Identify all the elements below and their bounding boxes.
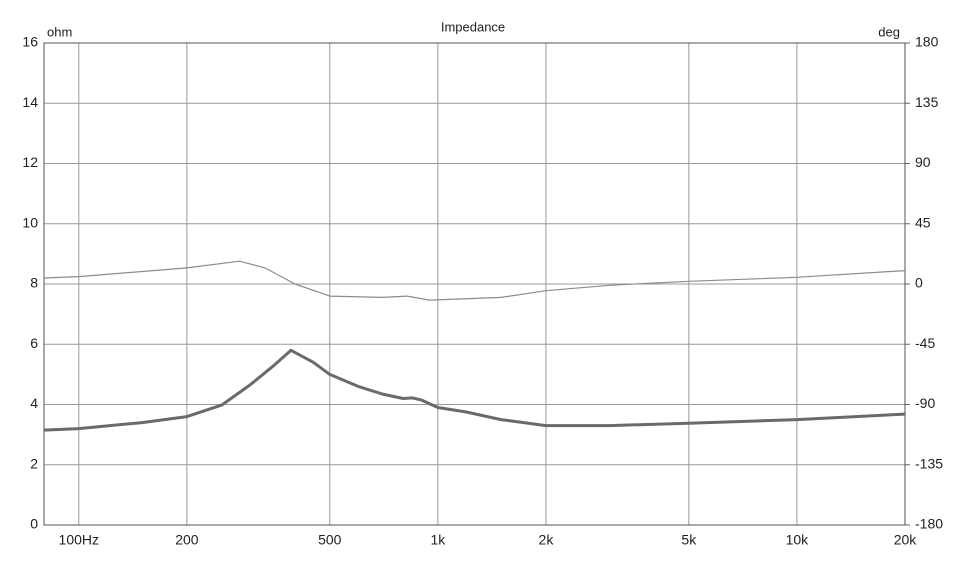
- y2-tick-label: 45: [915, 214, 931, 230]
- plot-border: [43, 42, 906, 526]
- x-tick-label: 20k: [894, 532, 918, 548]
- x-tick-label: 10k: [786, 532, 810, 548]
- y2-tick-label: -45: [915, 335, 935, 351]
- y-tick-label: 4: [30, 395, 38, 411]
- data-line: [43, 260, 906, 301]
- x-tick-label: 2k: [539, 532, 555, 548]
- y2-tick-label: 90: [915, 154, 931, 170]
- x-tick-label: 5k: [681, 532, 697, 548]
- y2-tick-label: 180: [915, 34, 939, 50]
- x-tick-label: 1k: [430, 532, 446, 548]
- y-tick-label: 6: [30, 335, 38, 351]
- y2-axis-label: deg: [878, 24, 900, 39]
- y-tick-label: 2: [30, 455, 38, 471]
- data-line: [43, 348, 906, 432]
- y2-tick-label: -135: [915, 455, 943, 471]
- y2-tick-label: -180: [915, 516, 943, 532]
- x-tick-label: 500: [318, 532, 342, 548]
- y2-tick-label: 135: [915, 94, 939, 110]
- y-tick-label: 0: [30, 516, 38, 532]
- chart-title: Impedance: [441, 19, 505, 34]
- y-tick-label: 16: [22, 34, 38, 50]
- y-tick-label: 10: [22, 214, 38, 230]
- y-tick-label: 14: [22, 94, 38, 110]
- x-tick-label: 200: [175, 532, 199, 548]
- y-tick-label: 8: [30, 275, 38, 291]
- y2-tick-label: -90: [915, 395, 935, 411]
- y-tick-label: 12: [22, 154, 38, 170]
- y2-tick-label: 0: [915, 275, 923, 291]
- x-tick-label: 100Hz: [59, 532, 99, 548]
- y-axis-label: ohm: [47, 24, 72, 39]
